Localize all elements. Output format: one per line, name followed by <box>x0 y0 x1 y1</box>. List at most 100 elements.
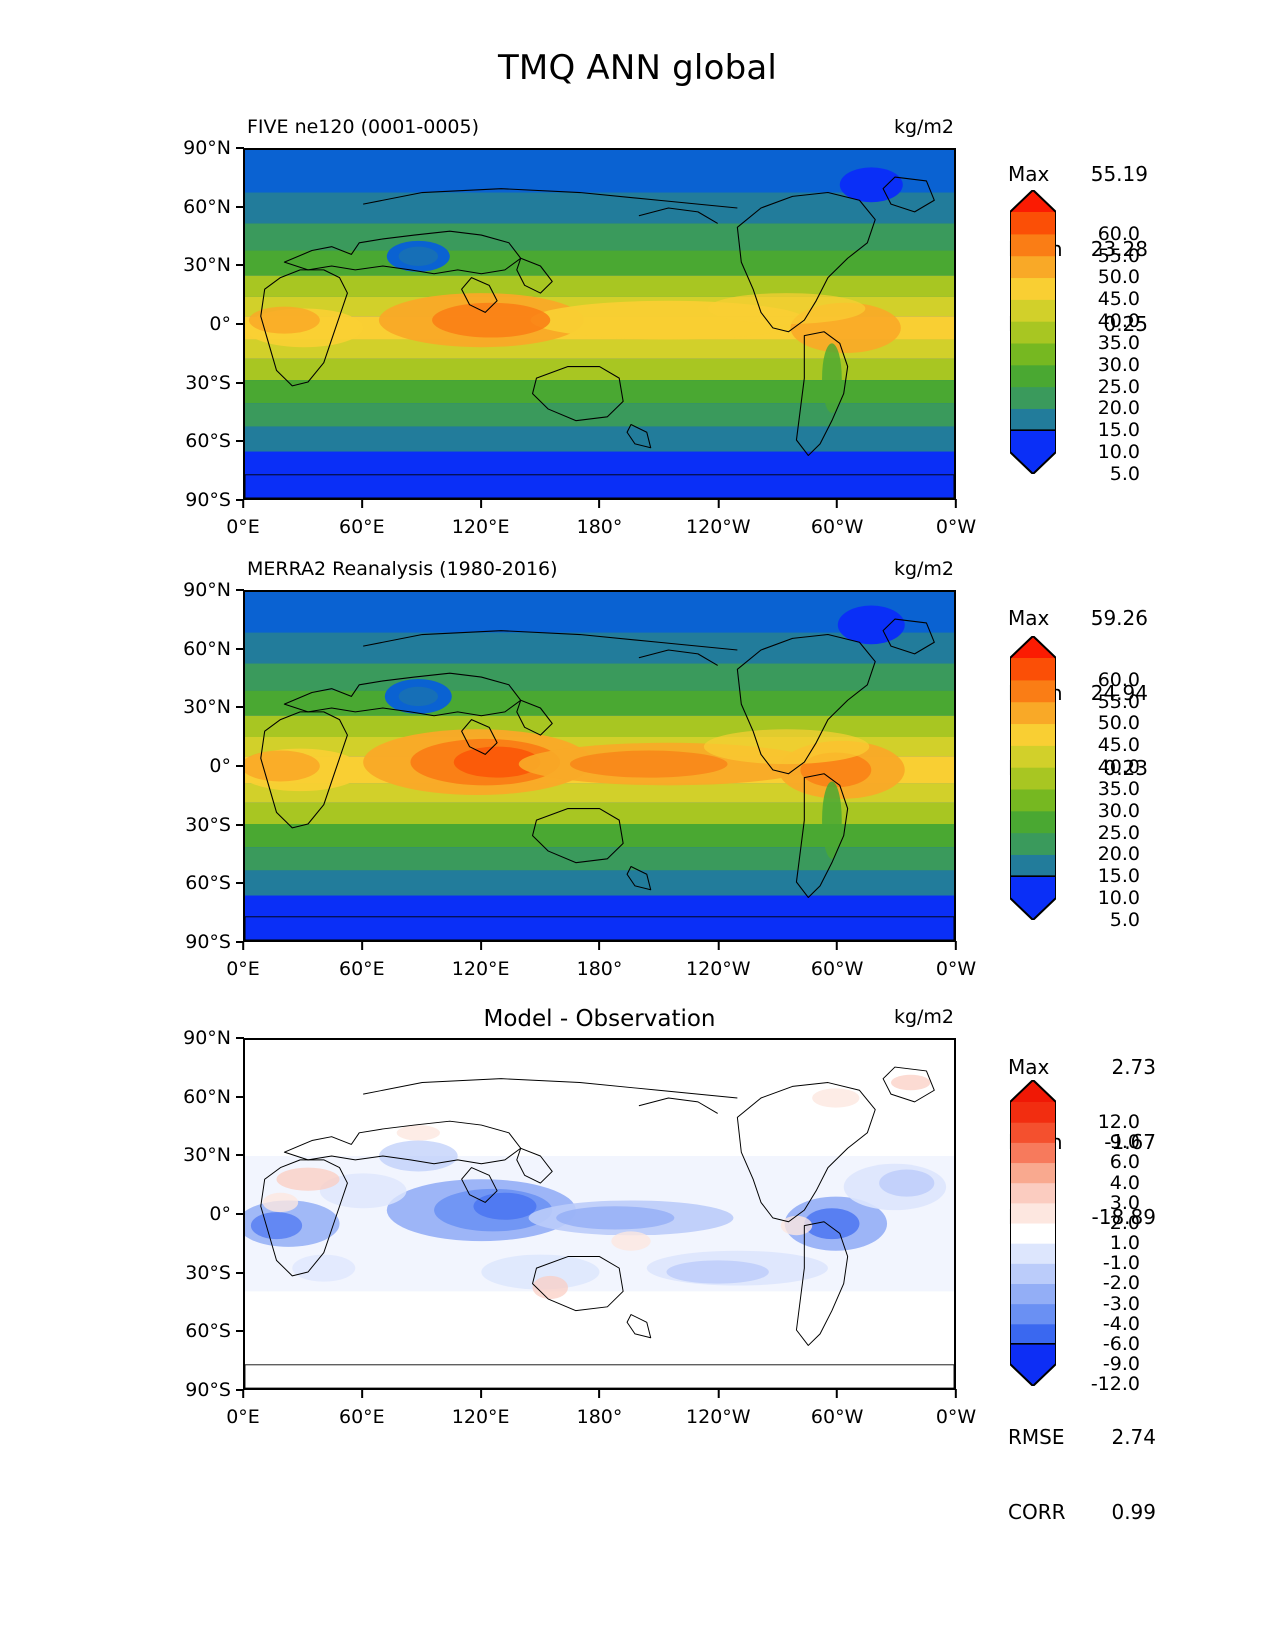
stat-value-min: 0.23 <box>1103 756 1148 780</box>
xtick-label: 0°W <box>935 941 977 980</box>
xtick-label: 120°W <box>686 1389 751 1428</box>
panel-model-units: kg/m2 <box>893 116 954 138</box>
colorbar-tick-label: 9.0 <box>1109 1131 1140 1154</box>
xtick-mark <box>479 941 482 950</box>
colorbar-swatches <box>1009 188 1057 476</box>
colorbar-tick-label: 3.0 <box>1109 1191 1140 1214</box>
ytick-mark <box>236 499 244 501</box>
colorbar-tick-label: 40.0 <box>1097 310 1140 333</box>
ytick-label: 30°N <box>183 254 244 276</box>
ytick-label: 60°S <box>185 872 244 894</box>
xtick-mark <box>242 499 244 508</box>
ytick-text: 30°S <box>185 371 231 394</box>
xtick-label: 0°E <box>226 1389 260 1428</box>
ytick-label: 0° <box>209 1203 244 1225</box>
xtick-text: 0°E <box>226 516 260 538</box>
xtick-mark <box>836 1389 839 1398</box>
map-observation[interactable] <box>243 590 956 942</box>
ytick-label: 30°S <box>185 1261 244 1284</box>
ytick-mark <box>236 1037 244 1039</box>
xtick-label: 120°W <box>686 941 751 980</box>
colorbar-bar[interactable] <box>1009 188 1057 478</box>
colorbar-tick-label: -3.0 <box>1102 1292 1140 1315</box>
ytick-label: 30°S <box>185 814 244 836</box>
ytick-label: 90°S <box>185 489 244 511</box>
colorbar-tick-label: 60.0 <box>1097 222 1140 245</box>
panel-difference: Model - Observation kg/m2 <box>183 1006 976 1428</box>
ytick-mark <box>236 1389 244 1391</box>
xtick-label: 180° <box>577 499 622 538</box>
xtick-text: 0°E <box>226 1406 260 1428</box>
colorbar-tick-label: 10.0 <box>1097 887 1140 909</box>
xtick-mark <box>360 499 363 508</box>
ytick-label: 30°N <box>183 696 244 719</box>
colorbar-swatches <box>1009 1078 1057 1388</box>
ytick-mark <box>236 706 244 709</box>
xtick-mark <box>955 499 957 508</box>
colorbar-tick-label: 25.0 <box>1097 375 1140 398</box>
stat-value-max: 55.19 <box>1090 162 1148 186</box>
colorbar-tick-label: 12.0 <box>1097 1111 1140 1134</box>
xtick-text: 0°W <box>935 1406 977 1428</box>
colorbar-tick-label: 5.0 <box>1109 908 1140 931</box>
panel-difference-units: kg/m2 <box>893 1006 954 1028</box>
ytick-mark <box>236 440 244 443</box>
colorbar-tick-label: 15.0 <box>1097 419 1140 442</box>
panel-observation-units: kg/m2 <box>893 558 954 580</box>
xtick-mark <box>836 499 839 508</box>
ytick-mark <box>236 1271 244 1274</box>
ytick-mark <box>236 264 244 267</box>
xtick-mark <box>717 941 720 950</box>
xtick-text: 0°W <box>935 958 977 980</box>
xtick-text: 60°E <box>338 516 385 538</box>
ytick-text: 90°N <box>183 1027 231 1049</box>
ytick-text: 60°N <box>183 195 231 218</box>
ytick-mark <box>236 1213 244 1215</box>
ytick-text: 0° <box>209 755 231 777</box>
colorbar-tick-label: 25.0 <box>1097 821 1140 844</box>
colorbar-bar[interactable] <box>1009 1078 1057 1390</box>
ytick-label: 90°S <box>185 931 244 953</box>
xtick-text: 60°E <box>338 1406 385 1428</box>
ytick-label: 0° <box>209 313 244 335</box>
colorbar-tick-label: 45.0 <box>1097 288 1140 311</box>
ytick-text: 60°N <box>183 1085 231 1108</box>
colorbar-bar[interactable] <box>1009 634 1057 924</box>
ytick-text: 90°N <box>183 579 231 601</box>
colorbar-tick-label: 30.0 <box>1097 353 1140 376</box>
ytick-text: 60°S <box>185 430 231 453</box>
ytick-text: 90°S <box>185 1379 231 1401</box>
xtick-mark <box>598 1389 601 1398</box>
ytick-text: 30°N <box>183 696 231 719</box>
colorbar-tick-label: 55.0 <box>1097 244 1140 267</box>
ytick-text: 30°N <box>183 1144 231 1167</box>
colorbar-tick-label: 10.0 <box>1097 441 1140 463</box>
stat-value-min: -18.89 <box>1091 1205 1156 1229</box>
colorbar-tick-label: 35.0 <box>1097 331 1140 354</box>
ytick-text: 90°S <box>185 931 231 953</box>
colorbar-tick-labels: 60.0 55.0 50.0 45.0 40.0 35.0 30.0 25.0 20.0 15.0… <box>1068 190 1148 485</box>
panel-model-header: FIVE ne120 (0001-0005) kg/m2 <box>243 116 956 144</box>
stat-value-mean: -1.67 <box>1104 1130 1156 1154</box>
colorbar-tick-label: 15.0 <box>1097 865 1140 888</box>
colorbar-tick-label: 2.0 <box>1109 1211 1140 1234</box>
panel-model: FIVE ne120 (0001-0005) kg/m2 <box>183 116 976 538</box>
xtick-label: 180° <box>577 1389 622 1428</box>
xtick-label: 120°W <box>686 499 751 538</box>
ytick-mark <box>236 147 244 149</box>
map-difference[interactable] <box>243 1038 956 1390</box>
panel-difference-title: Model - Observation <box>483 1006 716 1032</box>
xtick-mark <box>836 941 839 950</box>
colorbar-tick-label: 45.0 <box>1097 734 1140 757</box>
score-value-corr: 0.99 <box>1111 1500 1156 1524</box>
ytick-text: 30°S <box>185 1261 231 1284</box>
xtick-text: 120°E <box>451 516 510 538</box>
xtick-label: 120°E <box>451 499 510 538</box>
ytick-mark <box>236 323 244 325</box>
map-model[interactable] <box>243 148 956 500</box>
xtick-mark <box>479 499 482 508</box>
score-label-rmse: RMSE <box>1008 1425 1065 1449</box>
colorbar-tick-label: 4.0 <box>1109 1171 1140 1194</box>
ytick-label: 90°N <box>183 1027 244 1049</box>
xtick-text: 60°W <box>810 958 864 980</box>
